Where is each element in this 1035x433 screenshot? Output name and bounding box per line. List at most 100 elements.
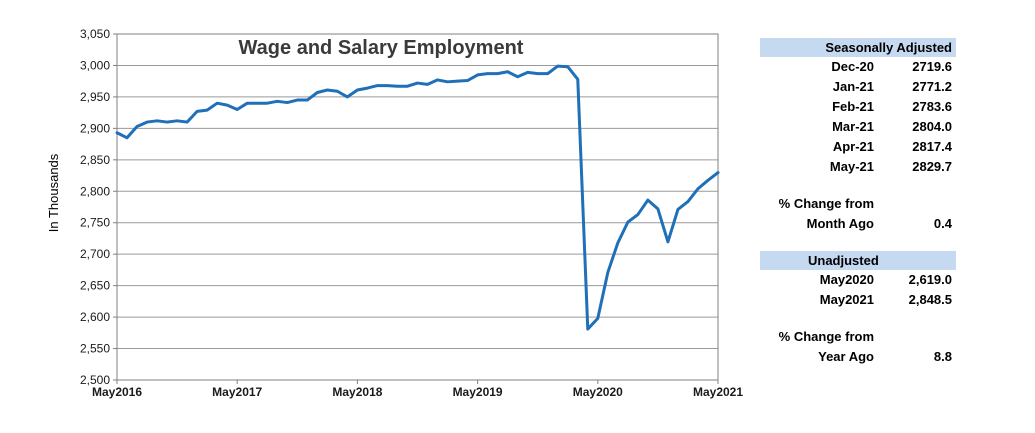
data-point [676, 208, 680, 211]
data-point [716, 171, 720, 174]
data-point [125, 136, 129, 139]
data-point [175, 119, 179, 123]
data-point [396, 85, 399, 88]
month-ago-label: Month Ago [806, 216, 874, 231]
ua-row-label: May2020 [819, 272, 874, 287]
data-point [536, 72, 539, 75]
data-point [606, 271, 610, 274]
chart-title: Wage and Salary Employment [239, 37, 524, 59]
pct-change-heading: % Change from [760, 194, 956, 214]
sa-row-label: Dec-20 [831, 59, 874, 74]
y-tick-label: 2,800 [80, 184, 110, 198]
x-tick-label: May2016 [92, 385, 142, 399]
ua-row-value: 2,619.0 [908, 272, 952, 287]
data-point [205, 108, 209, 112]
data-point [566, 65, 569, 68]
data-point [276, 100, 279, 103]
data-point [666, 240, 670, 244]
pct-change-heading: % Change from [760, 327, 956, 347]
sa-row: Mar-21 2804.0 [760, 117, 956, 137]
data-point [556, 64, 559, 68]
data-point [506, 70, 509, 73]
data-point [286, 101, 289, 104]
y-axis-title: In Thousands [46, 153, 61, 232]
sa-row-label: Feb-21 [832, 99, 874, 114]
data-point [316, 91, 319, 94]
stats-panel: Seasonally Adjusted Dec-20 2719.6 Jan-21… [760, 38, 956, 367]
sa-row: Jan-21 2771.2 [760, 77, 956, 97]
data-point [266, 102, 269, 105]
y-tick-label: 2,650 [80, 279, 110, 293]
ua-row-value: 2,848.5 [908, 292, 952, 307]
data-point [436, 78, 439, 82]
data-point [195, 110, 199, 113]
employment-series-line [115, 64, 720, 331]
data-point [165, 120, 169, 124]
x-tick-label: May2021 [693, 385, 743, 399]
data-point [476, 73, 479, 77]
sa-row: Apr-21 2817.4 [760, 137, 956, 157]
data-point [636, 213, 640, 216]
sa-row-label: May-21 [829, 159, 874, 174]
sa-row: May-21 2829.7 [760, 157, 956, 177]
data-point [656, 207, 660, 211]
y-tick-label: 2,850 [80, 153, 110, 167]
data-point [386, 84, 389, 87]
data-point [696, 187, 700, 190]
year-ago-row: Year Ago 8.8 [760, 347, 956, 367]
data-point [456, 79, 459, 83]
data-point [185, 120, 189, 124]
year-ago-value: 8.8 [933, 349, 952, 364]
data-point [446, 80, 449, 84]
data-point [466, 79, 469, 82]
data-point [356, 88, 359, 92]
data-point [426, 83, 429, 86]
x-tick-label: May2018 [332, 385, 382, 399]
sa-row-label: Mar-21 [832, 119, 874, 134]
data-point [225, 103, 229, 107]
y-tick-label: 2,700 [80, 247, 110, 261]
sa-row-value: 2719.6 [912, 59, 952, 74]
month-ago-row: Month Ago 0.4 [760, 214, 956, 234]
data-point [306, 98, 309, 102]
pct-change-heading-label: % Change from [778, 329, 874, 344]
data-point [376, 84, 379, 87]
y-tick-label: 2,750 [80, 216, 110, 230]
data-point [626, 220, 630, 224]
y-tick-label: 3,000 [80, 58, 110, 72]
data-point [326, 88, 329, 92]
ua-row: May2020 2,619.0 [760, 270, 956, 290]
data-point [576, 78, 579, 81]
year-ago-label: Year Ago [818, 349, 874, 364]
sa-row-label: Jan-21 [832, 79, 874, 94]
data-point [526, 71, 529, 74]
sa-row: Dec-20 2719.6 [760, 57, 956, 77]
data-point [706, 179, 710, 182]
seasonally-adjusted-header: Seasonally Adjusted [760, 38, 956, 57]
data-point [236, 108, 239, 111]
y-tick-label: 3,050 [80, 27, 110, 41]
data-point [366, 86, 369, 90]
data-point [516, 75, 519, 78]
sa-row-value: 2804.0 [912, 119, 952, 134]
ua-row: May2021 2,848.5 [760, 290, 956, 310]
data-point [586, 327, 589, 331]
data-point [215, 102, 219, 105]
data-point [646, 198, 650, 202]
x-tick-label: May2019 [453, 385, 503, 399]
sa-row-value: 2829.7 [912, 159, 952, 174]
y-tick-label: 2,600 [80, 310, 110, 324]
y-tick-label: 2,900 [80, 121, 110, 135]
data-point [616, 241, 620, 245]
data-point [346, 95, 349, 99]
unadjusted-header: Unadjusted [760, 251, 956, 270]
data-point [546, 72, 549, 75]
data-point [296, 98, 299, 102]
x-tick-label: May2020 [573, 385, 623, 399]
data-point [135, 125, 139, 128]
data-point [496, 72, 499, 75]
data-point [336, 90, 339, 93]
x-tick-label: May2017 [212, 385, 262, 399]
sa-table: Dec-20 2719.6 Jan-21 2771.2 Feb-21 2783.… [760, 57, 956, 177]
data-point [145, 120, 149, 124]
